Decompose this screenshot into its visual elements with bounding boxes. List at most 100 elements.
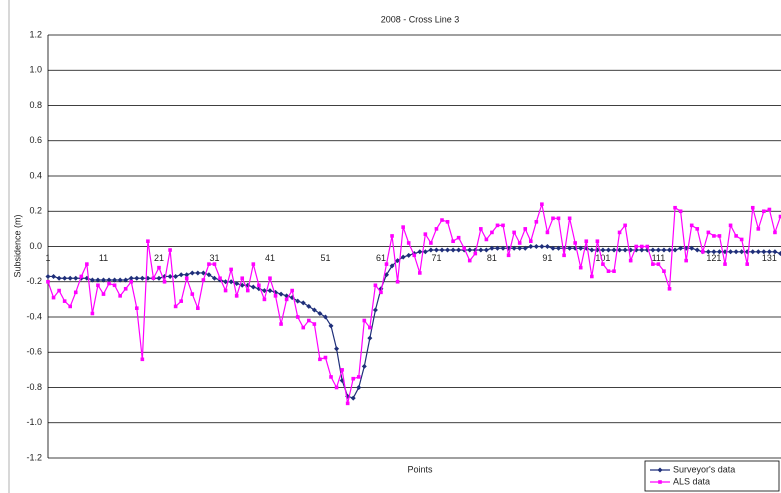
data-point [257, 283, 261, 288]
data-point [639, 244, 644, 249]
data-point [307, 318, 311, 323]
data-point [778, 251, 781, 257]
data-point [295, 315, 300, 319]
data-point [484, 237, 489, 242]
data-point [46, 279, 50, 284]
data-point [190, 292, 195, 296]
data-point [495, 223, 500, 228]
data-point [134, 275, 140, 281]
data-point [184, 276, 189, 281]
data-point [317, 310, 323, 316]
data-point [45, 273, 51, 279]
y-tick-label: -0.6 [26, 347, 42, 357]
data-point [168, 248, 172, 252]
data-point [534, 220, 539, 224]
y-tick-label: 0.2 [29, 206, 42, 216]
data-point [301, 325, 306, 330]
data-point [479, 227, 483, 231]
y-tick-label: -0.2 [26, 276, 42, 286]
legend-marker [658, 480, 662, 484]
data-point [279, 322, 283, 326]
data-point [140, 357, 145, 362]
data-point [89, 277, 95, 283]
data-point [528, 239, 533, 244]
data-point [184, 272, 190, 278]
data-point [51, 295, 56, 300]
y-tick-label: 1.0 [29, 65, 42, 75]
data-point [300, 300, 306, 306]
data-point [611, 247, 617, 253]
data-point [361, 363, 367, 369]
data-point [79, 274, 84, 279]
data-point [151, 276, 156, 281]
data-point [240, 276, 245, 281]
data-point [146, 239, 150, 244]
chart-title: 2008 - Cross Line 3 [381, 14, 460, 24]
data-point [556, 216, 561, 221]
data-point [96, 283, 100, 288]
data-point [689, 245, 695, 251]
data-point [467, 258, 472, 263]
data-point [156, 275, 162, 281]
data-point [478, 247, 484, 253]
data-point [372, 307, 378, 313]
data-point [645, 244, 650, 249]
data-point [62, 299, 67, 303]
data-point [512, 230, 516, 235]
data-point [439, 247, 445, 253]
data-point [490, 230, 494, 235]
data-point [329, 375, 333, 379]
data-point [118, 294, 122, 298]
data-point [434, 227, 439, 231]
data-point [356, 385, 362, 390]
data-point [661, 247, 667, 253]
data-point [318, 357, 322, 362]
data-point [351, 376, 356, 381]
data-point [733, 249, 739, 255]
data-point [128, 275, 134, 281]
data-point [717, 234, 722, 238]
data-point [684, 258, 688, 263]
data-point [762, 209, 766, 214]
data-point [62, 275, 68, 281]
data-point [539, 244, 545, 249]
data-point [756, 227, 761, 231]
data-point [262, 297, 267, 302]
data-point [494, 245, 500, 251]
x-tick-label: 51 [320, 253, 330, 263]
data-point [423, 232, 428, 236]
data-point [728, 249, 734, 255]
data-point [134, 306, 139, 310]
data-point [606, 269, 611, 273]
data-point [562, 253, 566, 258]
data-point [223, 279, 229, 285]
data-point [662, 269, 666, 273]
data-point [511, 245, 517, 251]
x-tick-label: 31 [209, 253, 219, 263]
data-point [450, 247, 456, 253]
data-point [429, 241, 433, 245]
data-point [517, 241, 522, 245]
data-point [551, 216, 555, 221]
data-point [278, 291, 284, 297]
y-tick-label: 0.6 [29, 135, 42, 145]
data-point [245, 288, 250, 293]
data-point [694, 247, 700, 253]
data-point [723, 262, 727, 266]
data-point [639, 247, 645, 253]
data-point [322, 314, 328, 320]
data-point [667, 247, 673, 253]
data-point [456, 247, 462, 253]
data-point [522, 245, 528, 251]
data-point [189, 270, 195, 276]
data-point [295, 298, 301, 304]
data-point [739, 249, 745, 255]
data-point [100, 277, 106, 283]
legend-marker [657, 467, 663, 473]
data-point [373, 283, 378, 288]
data-point [417, 249, 423, 255]
data-point [234, 281, 240, 287]
data-point [101, 292, 106, 296]
data-point [589, 247, 595, 253]
data-point [506, 253, 511, 258]
